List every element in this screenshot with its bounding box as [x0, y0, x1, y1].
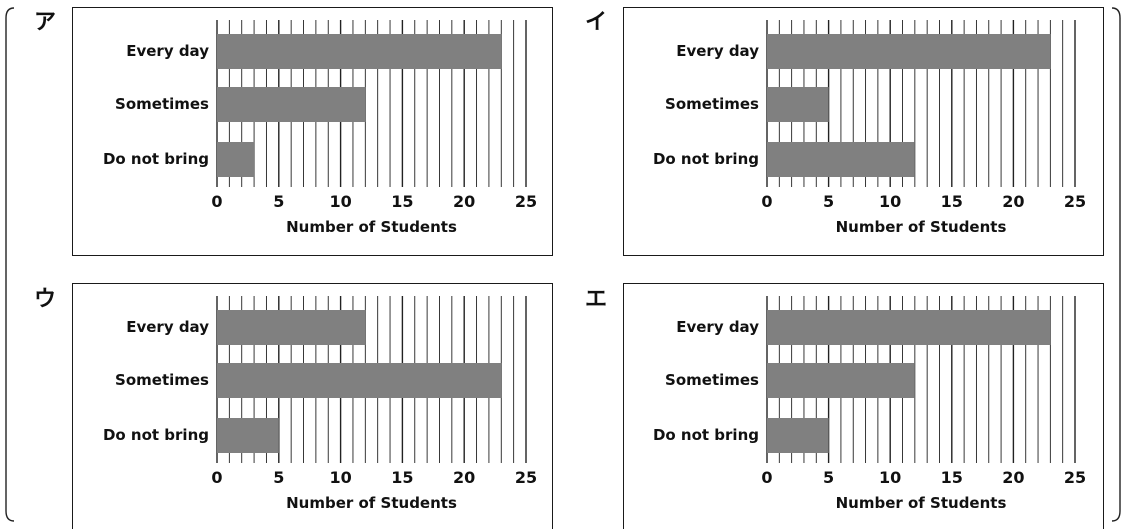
x-tick-label: 25 [1063, 468, 1087, 487]
x-tick-label: 5 [823, 468, 835, 487]
bar [767, 363, 915, 398]
x-tick-label: 0 [761, 468, 773, 487]
x-axis-label: Number of Students [286, 218, 457, 236]
x-tick-label: 20 [453, 192, 476, 211]
bar [767, 310, 1051, 345]
category-label: Sometimes [115, 370, 209, 389]
x-tick-label: 25 [1063, 192, 1087, 211]
bar [217, 363, 502, 398]
x-axis-label: Number of Students [835, 218, 1007, 236]
left-bracket [5, 7, 15, 522]
panel-letter: ア [34, 10, 57, 35]
x-tick-label: 15 [391, 192, 414, 211]
x-tick-label: 15 [940, 192, 963, 211]
category-label: Every day [126, 41, 209, 60]
bar [767, 34, 1051, 69]
bar [767, 142, 915, 177]
x-tick-label: 20 [1002, 468, 1025, 487]
category-label: Every day [126, 317, 209, 336]
x-tick-label: 10 [879, 468, 902, 487]
x-tick-label: 10 [329, 468, 352, 487]
category-label: Every day [676, 317, 759, 336]
chart-frame [72, 7, 553, 256]
chart-frame [623, 283, 1104, 529]
panel-letter: イ [585, 10, 608, 35]
category-label: Sometimes [115, 94, 209, 113]
bar [767, 87, 829, 122]
x-tick-label: 20 [1002, 192, 1025, 211]
category-label: Sometimes [665, 94, 759, 113]
bar [767, 418, 829, 453]
panel-letter: エ [585, 287, 608, 312]
chart-frame [623, 7, 1104, 256]
x-tick-label: 5 [273, 192, 285, 211]
x-tick-label: 5 [273, 468, 285, 487]
bar [217, 142, 255, 177]
x-axis-label: Number of Students [286, 494, 457, 512]
category-label: Do not bring [102, 149, 209, 168]
x-tick-label: 10 [879, 192, 902, 211]
bar [217, 418, 279, 453]
bar [217, 34, 502, 69]
x-tick-label: 0 [761, 192, 773, 211]
chart-frame [72, 283, 553, 529]
x-tick-label: 5 [823, 192, 835, 211]
right-bracket [1111, 7, 1121, 522]
x-axis-label: Number of Students [835, 494, 1007, 512]
x-tick-label: 20 [453, 468, 476, 487]
x-tick-label: 0 [211, 192, 223, 211]
category-label: Every day [676, 41, 759, 60]
category-label: Do not bring [102, 425, 209, 444]
bar [217, 310, 366, 345]
category-label: Sometimes [665, 370, 759, 389]
x-tick-label: 25 [514, 192, 538, 211]
x-tick-label: 15 [391, 468, 414, 487]
x-tick-label: 10 [329, 192, 352, 211]
bar [217, 87, 366, 122]
category-label: Do not bring [652, 149, 759, 168]
category-label: Do not bring [652, 425, 759, 444]
x-tick-label: 15 [940, 468, 963, 487]
panel-letter: ウ [34, 287, 57, 312]
x-tick-label: 0 [211, 468, 223, 487]
x-tick-label: 25 [514, 468, 538, 487]
